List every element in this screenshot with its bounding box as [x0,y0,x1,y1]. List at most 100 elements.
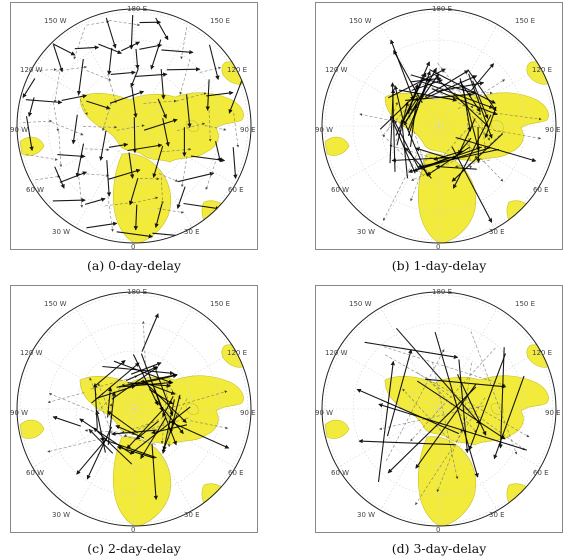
link-59 [168,420,230,449]
link-63 [410,74,478,95]
graticule-label: 60 E [533,469,549,477]
link-17 [419,80,494,109]
map-border [321,8,557,244]
link-77 [457,79,506,110]
caption-2-day: (c) 2-day-delay [87,541,181,556]
link-64 [435,164,477,170]
link-48 [157,208,184,214]
graticule-label: 150 E [210,300,230,308]
graticule-label: 180 E [127,288,147,296]
land-mass-1 [112,436,172,526]
link-24 [390,82,396,172]
link-78 [132,117,138,154]
link-3 [417,372,526,451]
link-0 [377,360,396,483]
link-61 [452,114,492,189]
link-10 [93,427,133,465]
graticule-label: 60 W [26,469,44,477]
link-18 [166,396,171,448]
latitude-circle-0 [103,378,165,440]
link-74 [393,49,423,104]
link-72 [359,113,412,126]
link-42 [116,445,155,459]
link-11 [118,373,178,388]
latitude-circle-1 [380,67,498,185]
link-25 [415,397,486,506]
map-panel-3-day: 180 E 150 W 150 E 120 W 120 E 90 W 90 E 60 W 60 … [315,285,563,533]
link-63 [141,313,159,352]
link-80 [128,177,139,206]
link-54 [27,97,35,117]
link-9 [35,68,57,72]
link-64 [142,320,146,369]
link-76 [130,68,139,88]
link-33 [108,142,129,148]
link-71 [382,154,417,221]
graticule-label: 0 [436,243,440,250]
graticule-label: 90 W [315,126,333,134]
link-8 [385,354,530,438]
graticule-label: 120 E [227,66,247,74]
link-73 [107,195,114,232]
graticule-label: 150 W [349,17,372,25]
link-60 [467,69,497,112]
link-8 [411,76,442,83]
link-71 [99,130,107,161]
graticule-label: 0 [131,526,135,533]
link-96 [208,44,220,81]
links [22,14,244,239]
map-border [321,291,557,527]
link-61 [168,390,228,409]
link-99 [215,141,222,163]
link-18 [474,131,504,159]
link-7 [139,43,163,50]
link-27 [144,118,178,131]
graticule-label: 120 W [20,66,43,74]
link-74 [129,14,134,50]
link-38 [59,171,88,183]
link-57 [436,81,485,92]
latitude-circle-3 [19,11,249,241]
graticule-label: 60 W [26,186,44,194]
link-1 [108,19,141,27]
link-4 [74,45,100,50]
polar-map-1: 180 E 150 W 150 E 120 W 120 E 90 W 90 E 60 W 60 … [315,2,563,250]
link-75 [135,48,140,70]
link-26 [163,381,182,400]
graticule-label: 120 W [325,349,348,357]
graticule-label: 0 [436,526,440,533]
link-20 [162,395,174,418]
latitude-circle-3 [19,294,249,524]
link-20 [466,108,472,169]
link-28 [390,115,416,174]
link-22 [470,331,518,455]
graticule-label: 150 W [349,300,372,308]
link-81 [133,204,139,231]
link-19 [493,375,525,460]
link-12 [402,388,449,439]
link-18 [86,100,111,110]
link-42 [158,173,179,182]
land-mass-1 [417,436,477,526]
graticule-label: 150 W [44,300,67,308]
link-23 [169,394,181,434]
link-51 [437,62,474,109]
link-14 [166,67,201,72]
graticule-label: 120 W [325,66,348,74]
latitude-circle-1 [75,350,193,468]
link-36 [90,375,138,390]
latitude-circle-2 [352,39,526,213]
link-34 [99,437,157,459]
graticule-label: 30 E [489,228,505,236]
link-29 [457,374,487,436]
link-44 [393,119,420,170]
links [359,39,542,223]
link-94 [180,156,188,188]
link-101 [228,78,244,114]
graticule-label: 150 E [515,17,535,25]
link-21 [454,159,491,168]
link-12 [149,389,174,405]
link-32 [388,68,446,99]
link-57 [151,443,159,501]
graticule-label: 90 E [240,409,256,417]
